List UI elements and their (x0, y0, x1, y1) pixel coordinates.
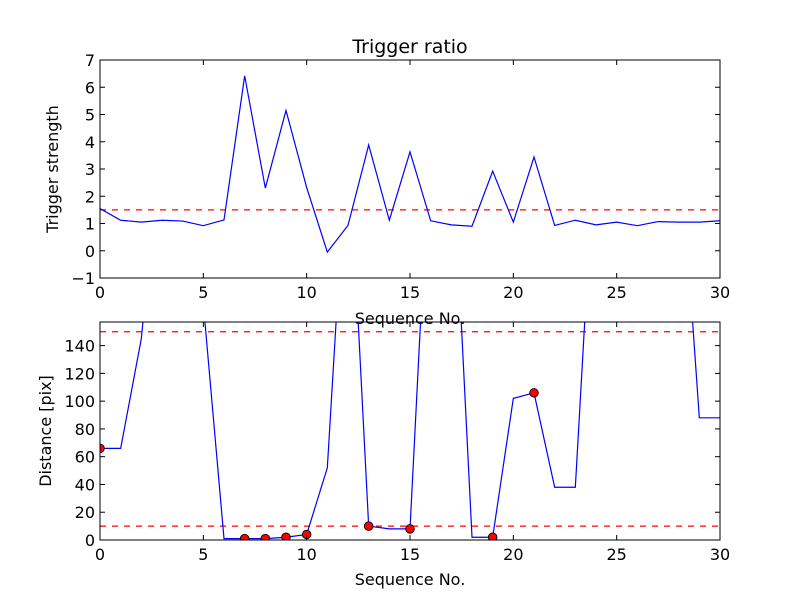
bottom-chart: 0 5 10 15 20 25 30 0 20 40 60 80 100 120 140 (64, 321, 730, 564)
bottom-chart-y-tick-label-7: 140 (64, 337, 95, 356)
bottom-chart-data-point-0 (100, 443, 105, 454)
top-chart-y-tick-label-7: 6 (85, 78, 95, 97)
bottom-chart-data-point-8 (529, 388, 539, 398)
bottom-chart-x-tick-label-0: 0 (95, 545, 105, 564)
bottom-chart-data-point-1 (239, 533, 250, 540)
top-chart-x-tick-label-3: 15 (400, 283, 420, 302)
bottom-chart-plot-area (100, 322, 720, 540)
bottom-chart-x-tick-label-5: 25 (606, 545, 626, 564)
top-chart-y-tick-label-1: 0 (85, 242, 95, 261)
bottom-chart-series-line-0 (100, 322, 720, 540)
top-chart-y-tick-label-5: 4 (85, 133, 95, 152)
bottom-chart-x-tick-label-3: 15 (400, 545, 420, 564)
bottom-chart-xlabel: Sequence No. (355, 570, 466, 589)
bottom-chart-x-tick-label-1: 5 (198, 545, 208, 564)
top-chart-x-tick-label-5: 25 (606, 283, 626, 302)
top-chart-ylabel: Trigger strength (43, 105, 62, 234)
top-chart-y-tick-label-8: 7 (85, 51, 95, 70)
bottom-chart-data-point-2 (260, 533, 271, 540)
bottom-chart-y-tick-label-1: 20 (75, 503, 95, 522)
bottom-chart-ylabel: Distance [pix] (36, 375, 55, 487)
top-chart-title: Trigger ratio (351, 36, 467, 58)
bottom-chart-x-tick-label-4: 20 (503, 545, 523, 564)
bottom-chart-data-point-3 (281, 532, 291, 540)
top-chart-x-tick-label-2: 10 (296, 283, 316, 302)
top-chart-x-tick-label-1: 5 (198, 283, 208, 302)
bottom-chart-y-tick-label-6: 120 (64, 364, 95, 383)
bottom-chart-y-tick-label-4: 80 (75, 420, 95, 439)
bottom-chart-y-tick-label-3: 60 (75, 448, 95, 467)
bottom-chart-data-point-6 (405, 524, 415, 534)
top-chart-series-line-0 (100, 75, 720, 254)
top-chart-plot-area (100, 75, 720, 254)
bottom-chart-y-tick-label-2: 40 (75, 475, 95, 494)
top-chart-axes-frame (99, 59, 721, 279)
bottom-chart-data-point-5 (363, 521, 374, 531)
top-chart-x-tick-label-0: 0 (95, 283, 105, 302)
bottom-chart-axes-frame (99, 321, 721, 541)
bottom-chart-x-tick-label-2: 10 (296, 545, 316, 564)
top-chart-y-tick-label-4: 3 (85, 160, 95, 179)
bottom-chart-x-tick-label-6: 30 (710, 545, 730, 564)
top-chart-x-tick-label-6: 30 (710, 283, 730, 302)
top-chart-y-tick-label-0: −1 (71, 269, 95, 288)
top-chart-xlabel: Sequence No. (355, 309, 466, 328)
bottom-chart-data-point-7 (487, 532, 498, 540)
bottom-chart-y-tick-label-5: 100 (64, 392, 95, 411)
top-chart-y-tick-label-2: 1 (85, 215, 95, 234)
top-chart-x-tick-label-4: 20 (503, 283, 523, 302)
bottom-chart-y-tick-label-0: 0 (85, 531, 95, 550)
top-chart-y-tick-label-6: 5 (85, 106, 95, 125)
top-chart-y-tick-label-3: 2 (85, 187, 95, 206)
